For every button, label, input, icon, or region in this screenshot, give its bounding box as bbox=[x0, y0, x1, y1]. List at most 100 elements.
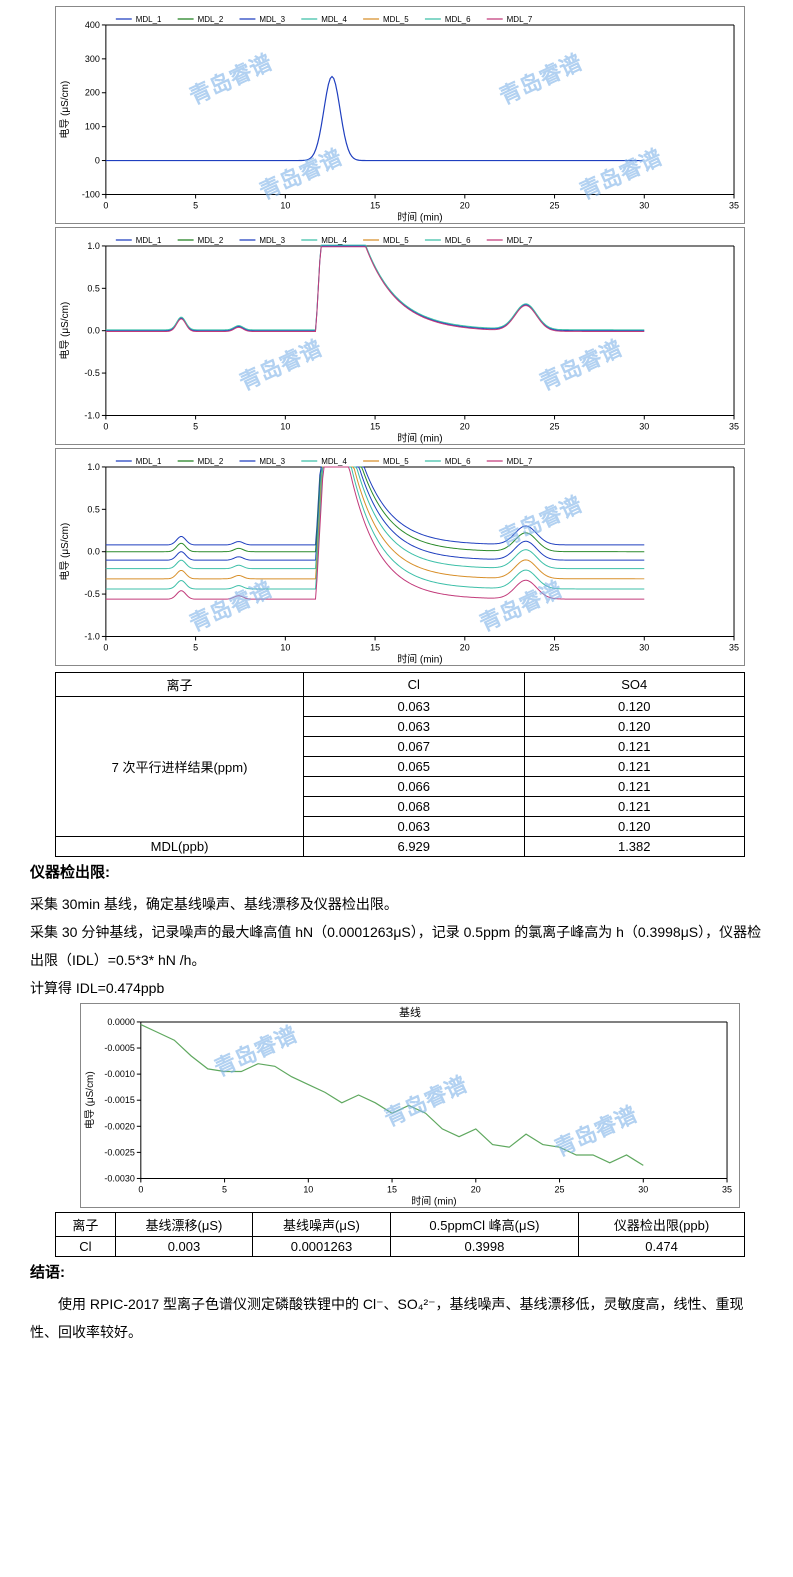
table-row: 7 次平行进样结果(ppm) 0.0630.120 bbox=[56, 697, 745, 717]
svg-text:25: 25 bbox=[550, 421, 560, 431]
idl-p1: 采集 30min 基线，确定基线噪声、基线漂移及仪器检出限。 bbox=[30, 890, 763, 918]
chart-4-frame: 青岛睿谱 青岛睿谱 青岛睿谱 基线05101520253035-0.0030-0… bbox=[80, 1003, 740, 1208]
svg-text:电导 (μS/cm): 电导 (μS/cm) bbox=[83, 1071, 96, 1129]
chart-4-svg: 基线05101520253035-0.0030-0.0025-0.0020-0.… bbox=[81, 1004, 739, 1208]
svg-text:MDL_4: MDL_4 bbox=[321, 457, 347, 466]
svg-text:20: 20 bbox=[460, 421, 470, 431]
results-header-2: Cl bbox=[304, 673, 524, 697]
svg-text:MDL_6: MDL_6 bbox=[445, 236, 471, 245]
table-row: MDL(ppb)6.9291.382 bbox=[56, 837, 745, 857]
svg-text:5: 5 bbox=[193, 200, 198, 210]
svg-text:15: 15 bbox=[387, 1184, 397, 1194]
svg-text:MDL_4: MDL_4 bbox=[321, 15, 347, 24]
svg-text:-0.0030: -0.0030 bbox=[104, 1173, 134, 1183]
svg-text:0: 0 bbox=[103, 642, 108, 652]
svg-text:MDL_3: MDL_3 bbox=[259, 236, 285, 245]
svg-text:100: 100 bbox=[85, 122, 100, 132]
svg-text:MDL_3: MDL_3 bbox=[259, 457, 285, 466]
svg-text:MDL_7: MDL_7 bbox=[507, 236, 533, 245]
svg-text:200: 200 bbox=[85, 88, 100, 98]
svg-text:0: 0 bbox=[95, 156, 100, 166]
chart-3-frame: 青岛睿谱 青岛睿谱 青岛睿谱 05101520253035-1.0-0.50.0… bbox=[55, 448, 745, 666]
svg-text:MDL_6: MDL_6 bbox=[445, 15, 471, 24]
svg-text:电导 (μS/cm): 电导 (μS/cm) bbox=[58, 523, 71, 581]
svg-text:时间 (min): 时间 (min) bbox=[397, 652, 442, 665]
svg-text:-0.5: -0.5 bbox=[84, 368, 99, 378]
svg-text:25: 25 bbox=[550, 642, 560, 652]
svg-text:5: 5 bbox=[193, 421, 198, 431]
idl-heading: 仪器检出限: bbox=[30, 861, 763, 882]
svg-text:20: 20 bbox=[471, 1184, 481, 1194]
svg-text:20: 20 bbox=[460, 200, 470, 210]
svg-text:电导 (μS/cm): 电导 (μS/cm) bbox=[58, 81, 71, 139]
svg-text:35: 35 bbox=[729, 421, 739, 431]
svg-text:MDL_2: MDL_2 bbox=[198, 457, 224, 466]
svg-text:10: 10 bbox=[280, 421, 290, 431]
svg-text:MDL_6: MDL_6 bbox=[445, 457, 471, 466]
svg-text:15: 15 bbox=[370, 200, 380, 210]
svg-text:30: 30 bbox=[638, 1184, 648, 1194]
summary-table: 离子 基线漂移(μS) 基线噪声(μS) 0.5ppmCl 峰高(μS) 仪器检… bbox=[55, 1212, 745, 1257]
svg-text:30: 30 bbox=[639, 642, 649, 652]
conclusion-heading: 结语: bbox=[30, 1261, 763, 1282]
idl-p2: 采集 30 分钟基线，记录噪声的最大峰高值 hN（0.0001263μS），记录… bbox=[30, 918, 763, 974]
table-row: Cl 0.003 0.0001263 0.3998 0.474 bbox=[56, 1237, 745, 1257]
svg-text:时间 (min): 时间 (min) bbox=[411, 1194, 456, 1207]
svg-text:5: 5 bbox=[222, 1184, 227, 1194]
svg-text:MDL_5: MDL_5 bbox=[383, 236, 409, 245]
svg-text:0: 0 bbox=[138, 1184, 143, 1194]
svg-text:-0.0015: -0.0015 bbox=[104, 1095, 134, 1105]
svg-text:MDL_1: MDL_1 bbox=[136, 15, 162, 24]
svg-text:0.0000: 0.0000 bbox=[107, 1017, 134, 1027]
svg-text:-0.0010: -0.0010 bbox=[104, 1069, 134, 1079]
svg-text:基线: 基线 bbox=[399, 1005, 421, 1019]
svg-text:1.0: 1.0 bbox=[87, 241, 99, 251]
results-row-label: 7 次平行进样结果(ppm) bbox=[56, 697, 304, 837]
svg-text:MDL_7: MDL_7 bbox=[507, 457, 533, 466]
chart-1-svg: 05101520253035-1000100200300400时间 (min)电… bbox=[56, 7, 744, 224]
svg-text:时间 (min): 时间 (min) bbox=[397, 431, 442, 444]
svg-text:-100: -100 bbox=[82, 189, 100, 199]
svg-text:MDL_2: MDL_2 bbox=[198, 15, 224, 24]
results-table: 离子 Cl SO4 7 次平行进样结果(ppm) 0.0630.120 0.06… bbox=[55, 672, 745, 857]
chart-1-frame: 青岛睿谱 青岛睿谱 青岛睿谱 青岛睿谱 05101520253035-10001… bbox=[55, 6, 745, 224]
results-header-1: 离子 bbox=[56, 673, 304, 697]
table-row: 离子 基线漂移(μS) 基线噪声(μS) 0.5ppmCl 峰高(μS) 仪器检… bbox=[56, 1213, 745, 1237]
results-header-3: SO4 bbox=[524, 673, 745, 697]
svg-text:0: 0 bbox=[103, 200, 108, 210]
svg-text:MDL_1: MDL_1 bbox=[136, 236, 162, 245]
svg-text:35: 35 bbox=[729, 200, 739, 210]
svg-text:-0.0020: -0.0020 bbox=[104, 1121, 134, 1131]
svg-text:MDL_2: MDL_2 bbox=[198, 236, 224, 245]
svg-text:35: 35 bbox=[722, 1184, 732, 1194]
svg-text:5: 5 bbox=[193, 642, 198, 652]
svg-text:0.0: 0.0 bbox=[87, 326, 99, 336]
svg-text:10: 10 bbox=[303, 1184, 313, 1194]
chart-2-frame: 青岛睿谱 青岛睿谱 05101520253035-1.0-0.50.00.51.… bbox=[55, 227, 745, 445]
svg-text:10: 10 bbox=[280, 642, 290, 652]
svg-text:0.5: 0.5 bbox=[87, 283, 99, 293]
chart-2-svg: 05101520253035-1.0-0.50.00.51.0时间 (min)电… bbox=[56, 228, 744, 445]
idl-p3: 计算得 IDL=0.474ppb bbox=[30, 974, 763, 1002]
svg-text:电导 (μS/cm): 电导 (μS/cm) bbox=[58, 302, 71, 360]
svg-text:MDL_1: MDL_1 bbox=[136, 457, 162, 466]
svg-text:30: 30 bbox=[639, 421, 649, 431]
svg-text:1.0: 1.0 bbox=[87, 462, 99, 472]
conclusion-p1: 使用 RPIC-2017 型离子色谱仪测定磷酸铁锂中的 Cl⁻、SO₄²⁻，基线… bbox=[30, 1290, 763, 1346]
svg-text:-0.0005: -0.0005 bbox=[104, 1043, 134, 1053]
svg-text:0.5: 0.5 bbox=[87, 504, 99, 514]
svg-text:25: 25 bbox=[550, 200, 560, 210]
svg-text:-1.0: -1.0 bbox=[84, 410, 99, 420]
svg-text:15: 15 bbox=[370, 642, 380, 652]
svg-text:35: 35 bbox=[729, 642, 739, 652]
chart-3-svg: 05101520253035-1.0-0.50.00.51.0时间 (min)电… bbox=[56, 449, 744, 666]
svg-text:MDL_5: MDL_5 bbox=[383, 457, 409, 466]
svg-text:MDL_5: MDL_5 bbox=[383, 15, 409, 24]
table-row: 离子 Cl SO4 bbox=[56, 673, 745, 697]
svg-text:15: 15 bbox=[370, 421, 380, 431]
svg-text:25: 25 bbox=[555, 1184, 565, 1194]
svg-text:20: 20 bbox=[460, 642, 470, 652]
svg-text:300: 300 bbox=[85, 54, 100, 64]
svg-text:时间 (min): 时间 (min) bbox=[397, 210, 442, 223]
svg-text:-0.5: -0.5 bbox=[84, 589, 99, 599]
